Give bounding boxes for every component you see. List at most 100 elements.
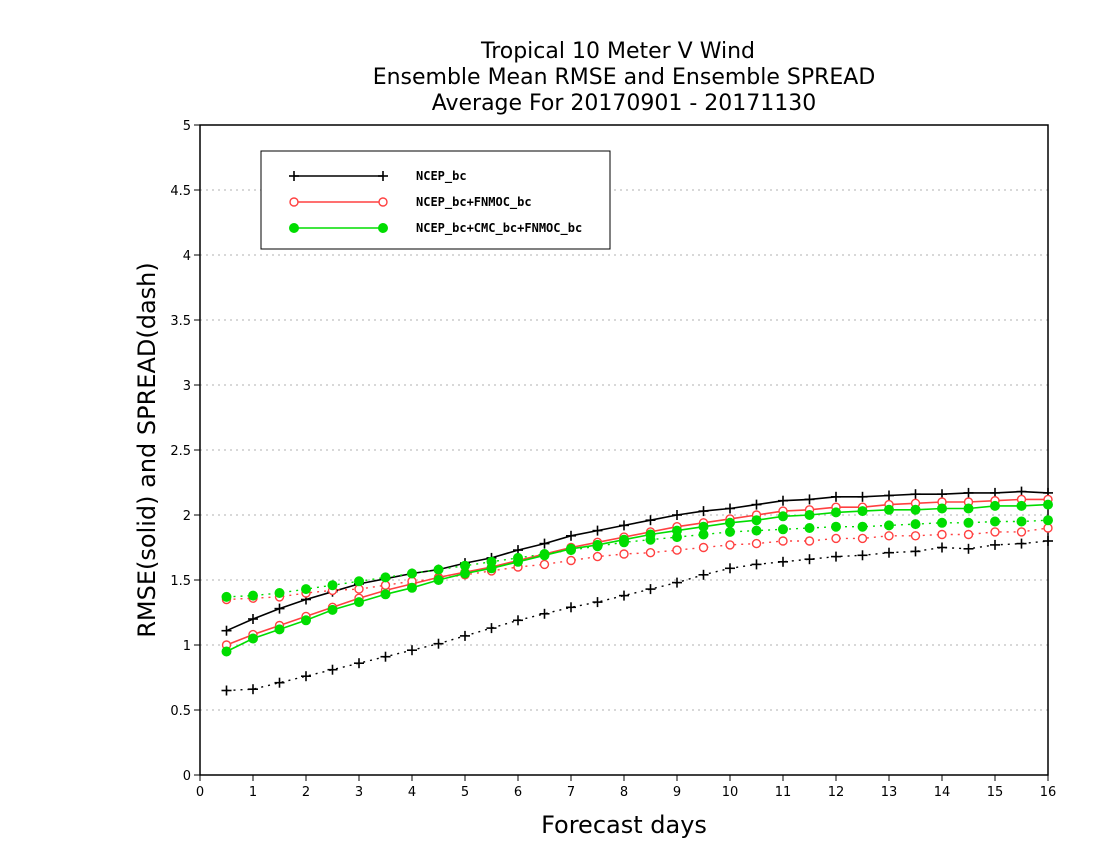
- spread-point: [486, 623, 497, 634]
- spread-point: [751, 538, 762, 549]
- spread-point: [778, 536, 788, 546]
- spread-point: [778, 524, 788, 535]
- spread-point: [539, 559, 550, 570]
- spread-point: [354, 658, 364, 669]
- x-tick-label: 0: [196, 785, 204, 800]
- rmse-point: [804, 494, 815, 505]
- x-tick-label: 6: [514, 785, 522, 800]
- x-tick-label: 10: [722, 785, 739, 800]
- spread-point: [884, 520, 894, 531]
- title-line-3: Average For 20170901 - 20171130: [432, 91, 817, 116]
- rmse-point: [248, 633, 258, 644]
- spread-point: [963, 517, 974, 528]
- spread-point: [221, 685, 232, 696]
- spread-line: [226, 519, 1049, 598]
- spread-point: [937, 542, 947, 553]
- y-tick-label: 1: [183, 639, 191, 654]
- spread-point: [725, 526, 735, 537]
- y-tick-label: 2: [183, 509, 191, 524]
- rmse-point: [539, 538, 550, 549]
- rmse-point: [354, 597, 364, 608]
- spread-point: [619, 537, 629, 548]
- y-tick-label: 0.5: [170, 704, 191, 719]
- spread-point: [804, 554, 815, 565]
- rmse-point: [725, 503, 735, 514]
- series-1: [221, 494, 1053, 650]
- x-tick-label: 9: [673, 785, 681, 800]
- spread-point: [539, 549, 550, 559]
- spread-point: [407, 645, 417, 656]
- x-tick-label: 16: [1040, 785, 1057, 800]
- spread-point: [1043, 515, 1053, 526]
- legend-box: [260, 150, 611, 250]
- spread-point: [380, 572, 391, 583]
- rmse-point: [619, 520, 629, 531]
- y-tick-label: 3: [183, 379, 191, 394]
- rmse-point: [963, 487, 974, 498]
- legend-marker: [289, 171, 299, 181]
- spread-point: [248, 590, 258, 601]
- y-tick-label: 2.5: [170, 444, 191, 459]
- rmse-point: [274, 624, 285, 635]
- axes: 00.511.522.533.544.550 1 2 3 4 5 6 7 8 9 10 11 12 13 1…: [170, 119, 1056, 800]
- title-line-1: Tropical 10 Meter V Wind: [480, 39, 755, 64]
- rmse-point: [592, 525, 603, 536]
- rmse-point: [407, 582, 417, 593]
- spread-point: [698, 529, 709, 540]
- rmse-point: [301, 615, 311, 626]
- spread-point: [301, 671, 311, 682]
- title-line-2: Ensemble Mean RMSE and Ensemble SPREAD: [373, 65, 876, 90]
- y-tick-label: 5: [183, 119, 191, 134]
- spread-point: [937, 529, 947, 540]
- spread-point: [407, 568, 417, 579]
- rmse-line: [226, 490, 1049, 632]
- spread-point: [857, 550, 868, 561]
- spread-point: [831, 521, 841, 532]
- chart-title: Tropical 10 Meter V Wind Ensemble Mean R…: [373, 39, 876, 116]
- rmse-point: [1043, 499, 1053, 510]
- spread-point: [433, 638, 444, 649]
- x-tick-label: 13: [881, 785, 898, 800]
- x-axis-label: Forecast days: [541, 811, 707, 839]
- spread-point: [990, 527, 1000, 537]
- spread-point: [380, 651, 391, 662]
- grid-lines: [200, 189, 1048, 711]
- spread-point: [725, 563, 735, 574]
- rmse-point: [380, 589, 391, 600]
- spread-point: [1016, 516, 1027, 527]
- legend-label: NCEP_bc+FNMOC_bc: [416, 195, 532, 210]
- spread-point: [327, 580, 338, 591]
- spread-point: [301, 584, 311, 595]
- spread-point: [937, 517, 947, 528]
- legend-entry-0: NCEP_bc: [289, 169, 467, 184]
- spread-point: [672, 577, 682, 588]
- spread-point: [910, 546, 921, 557]
- rmse-point: [1016, 500, 1027, 511]
- y-tick-label: 1.5: [170, 574, 191, 589]
- y-axis-label: RMSE(solid) and SPREAD(dash): [133, 262, 161, 638]
- rmse-point: [327, 604, 338, 615]
- x-tick-label: 14: [934, 785, 951, 800]
- spread-point: [1016, 538, 1027, 549]
- y-tick-label: 4: [183, 249, 191, 264]
- spread-point: [884, 547, 894, 558]
- spread-point: [751, 559, 762, 570]
- spread-point: [831, 533, 841, 544]
- spread-point: [990, 516, 1000, 527]
- spread-point: [990, 539, 1000, 550]
- x-tick-label: 5: [461, 785, 469, 800]
- spread-line: [226, 540, 1049, 692]
- legend-marker: [378, 171, 388, 181]
- spread-point: [327, 664, 338, 675]
- spread-point: [486, 556, 497, 567]
- legend-entry-2: NCEP_bc+CMC_bc+FNMOC_bc: [289, 221, 582, 236]
- rmse-point: [566, 530, 576, 541]
- spread-point: [566, 555, 576, 566]
- spread-point: [884, 531, 894, 541]
- spread-point: [460, 560, 470, 571]
- spread-point: [857, 521, 868, 532]
- series-0: [221, 486, 1053, 696]
- spread-point: [910, 531, 921, 541]
- spread-point: [963, 543, 974, 554]
- rmse-point: [221, 625, 232, 636]
